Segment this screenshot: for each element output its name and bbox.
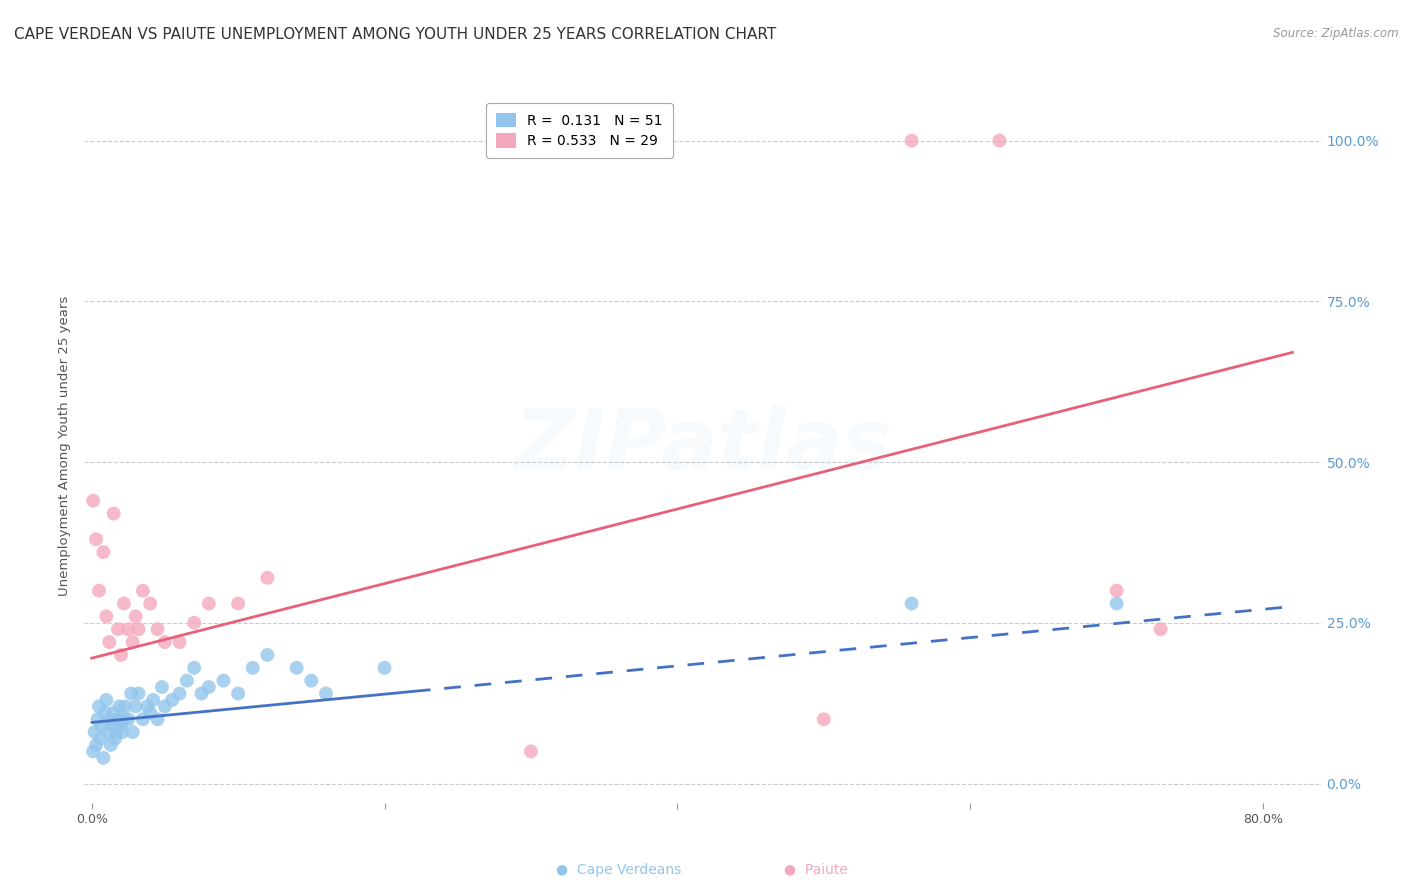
Point bbox=[128, 622, 150, 636]
Point bbox=[1149, 622, 1171, 636]
Point bbox=[93, 751, 115, 765]
Point bbox=[900, 597, 922, 611]
Point bbox=[82, 493, 104, 508]
Text: ZIPatlas: ZIPatlas bbox=[515, 406, 891, 486]
Point bbox=[900, 134, 922, 148]
Point bbox=[84, 738, 107, 752]
Point bbox=[132, 583, 155, 598]
Point bbox=[132, 712, 155, 726]
Point bbox=[153, 635, 176, 649]
Point bbox=[139, 706, 162, 720]
Point bbox=[107, 712, 129, 726]
Point bbox=[176, 673, 198, 688]
Point bbox=[146, 622, 169, 636]
Point bbox=[89, 731, 111, 746]
Point bbox=[124, 699, 146, 714]
Point bbox=[198, 680, 221, 694]
Point bbox=[198, 597, 221, 611]
Point bbox=[117, 712, 139, 726]
Point bbox=[128, 686, 150, 700]
Point bbox=[153, 699, 176, 714]
Point bbox=[111, 725, 134, 739]
Point bbox=[136, 699, 159, 714]
Point bbox=[108, 699, 131, 714]
Point bbox=[107, 622, 129, 636]
Point bbox=[96, 693, 118, 707]
Point bbox=[299, 673, 322, 688]
Point bbox=[139, 597, 162, 611]
Point bbox=[190, 686, 212, 700]
Point bbox=[183, 615, 205, 630]
Point bbox=[84, 533, 107, 547]
Point bbox=[82, 744, 104, 758]
Point bbox=[373, 661, 395, 675]
Point bbox=[105, 725, 128, 739]
Point bbox=[98, 635, 121, 649]
Point bbox=[103, 706, 125, 720]
Point bbox=[96, 609, 118, 624]
Point bbox=[226, 686, 249, 700]
Point bbox=[94, 706, 117, 720]
Point bbox=[285, 661, 308, 675]
Point bbox=[112, 712, 135, 726]
Point bbox=[114, 699, 136, 714]
Point bbox=[142, 693, 165, 707]
Point bbox=[121, 635, 143, 649]
Point bbox=[97, 725, 120, 739]
Point bbox=[169, 686, 191, 700]
Point bbox=[104, 731, 127, 746]
Legend: R =  0.131   N = 51, R = 0.533   N = 29: R = 0.131 N = 51, R = 0.533 N = 29 bbox=[486, 103, 672, 158]
Point bbox=[150, 680, 173, 694]
Point bbox=[124, 609, 146, 624]
Point bbox=[110, 719, 132, 733]
Point bbox=[315, 686, 337, 700]
Text: Source: ZipAtlas.com: Source: ZipAtlas.com bbox=[1274, 27, 1399, 40]
Point bbox=[242, 661, 264, 675]
Text: CAPE VERDEAN VS PAIUTE UNEMPLOYMENT AMONG YOUTH UNDER 25 YEARS CORRELATION CHART: CAPE VERDEAN VS PAIUTE UNEMPLOYMENT AMON… bbox=[14, 27, 776, 42]
Point bbox=[169, 635, 191, 649]
Point bbox=[160, 693, 183, 707]
Point bbox=[90, 719, 112, 733]
Point bbox=[98, 712, 121, 726]
Point bbox=[1105, 583, 1128, 598]
Text: ●  Cape Verdeans: ● Cape Verdeans bbox=[555, 863, 682, 877]
Point bbox=[117, 622, 139, 636]
Point bbox=[183, 661, 205, 675]
Point bbox=[226, 597, 249, 611]
Point bbox=[256, 648, 278, 662]
Point bbox=[520, 744, 543, 758]
Point bbox=[103, 507, 125, 521]
Point bbox=[83, 725, 105, 739]
Point bbox=[121, 725, 143, 739]
Point bbox=[87, 583, 110, 598]
Point bbox=[120, 686, 142, 700]
Text: ●  Paiute: ● Paiute bbox=[783, 863, 848, 877]
Point bbox=[988, 134, 1011, 148]
Point bbox=[813, 712, 835, 726]
Point bbox=[146, 712, 169, 726]
Point bbox=[256, 571, 278, 585]
Point bbox=[100, 738, 122, 752]
Point bbox=[101, 719, 124, 733]
Point bbox=[86, 712, 108, 726]
Point bbox=[110, 648, 132, 662]
Point bbox=[112, 597, 135, 611]
Y-axis label: Unemployment Among Youth under 25 years: Unemployment Among Youth under 25 years bbox=[58, 296, 72, 596]
Point bbox=[93, 545, 115, 559]
Point bbox=[212, 673, 235, 688]
Point bbox=[1105, 597, 1128, 611]
Point bbox=[87, 699, 110, 714]
